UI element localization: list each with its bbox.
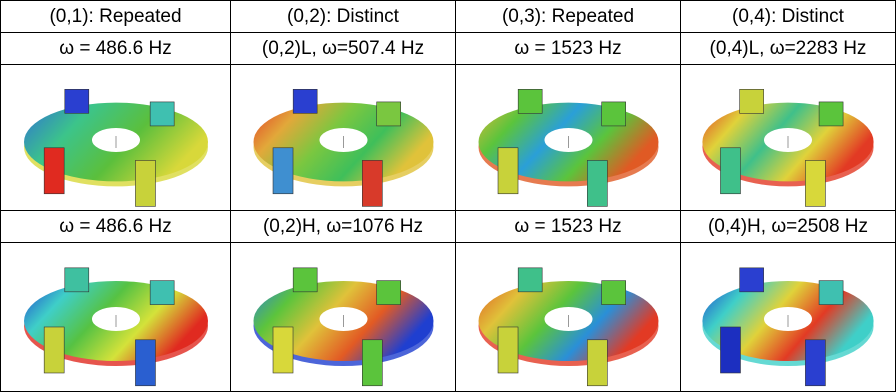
mode-shape-image <box>4 67 228 209</box>
mode-shape-table: (0,1): Repeatedω = 486.6 Hzω = 486.6 Hz(… <box>0 0 896 392</box>
mode-shape-cell <box>1 243 231 391</box>
frequency-cell: (0,4)H, ω=2508 Hz <box>681 211 895 243</box>
mode-shape-image <box>459 245 678 389</box>
blade <box>518 268 542 292</box>
blade <box>601 101 625 125</box>
blade <box>44 147 64 193</box>
header-cell: (0,2): Distinct <box>231 1 456 33</box>
blade <box>150 281 174 305</box>
mode-shape-image <box>684 67 892 209</box>
blade <box>587 340 607 386</box>
blade <box>293 89 317 113</box>
blade <box>293 268 317 292</box>
blade <box>64 268 88 292</box>
frequency-cell: (0,2)H, ω=1076 Hz <box>231 211 456 243</box>
frequency-cell: (0,4)L, ω=2283 Hz <box>681 33 895 65</box>
mode-shape-cell <box>1 65 231 211</box>
mode-shape-image <box>234 245 453 389</box>
blade <box>740 89 764 113</box>
header-cell: (0,4): Distinct <box>681 1 895 33</box>
header-cell: (0,1): Repeated <box>1 1 231 33</box>
blade <box>805 340 825 386</box>
frequency-cell: ω = 1523 Hz <box>456 33 681 65</box>
blade <box>518 89 542 113</box>
blade <box>498 327 518 373</box>
blade <box>273 147 293 193</box>
blade <box>720 147 740 193</box>
mode-shape-cell <box>681 243 895 391</box>
blade <box>135 340 155 386</box>
blade <box>362 340 382 386</box>
blade <box>720 327 740 373</box>
frequency-cell: ω = 486.6 Hz <box>1 33 231 65</box>
mode-shape-cell <box>231 65 456 211</box>
blade <box>376 281 400 305</box>
mode-shape-cell <box>681 65 895 211</box>
mode-shape-image <box>4 245 228 389</box>
blade <box>376 101 400 125</box>
header-cell: (0,3): Repeated <box>456 1 681 33</box>
blade <box>135 160 155 206</box>
blade <box>273 327 293 373</box>
blade <box>601 281 625 305</box>
frequency-cell: ω = 1523 Hz <box>456 211 681 243</box>
blade <box>805 160 825 206</box>
mode-shape-image <box>234 67 453 209</box>
blade <box>819 281 843 305</box>
mode-shape-cell <box>231 243 456 391</box>
blade <box>64 89 88 113</box>
mode-shape-cell <box>456 65 681 211</box>
blade <box>362 160 382 206</box>
blade <box>498 147 518 193</box>
mode-shape-image <box>459 67 678 209</box>
frequency-cell: (0,2)L, ω=507.4 Hz <box>231 33 456 65</box>
blade <box>587 160 607 206</box>
blade <box>819 101 843 125</box>
frequency-cell: ω = 486.6 Hz <box>1 211 231 243</box>
blade <box>740 268 764 292</box>
mode-shape-image <box>684 245 892 389</box>
blade <box>150 101 174 125</box>
blade <box>44 327 64 373</box>
mode-shape-cell <box>456 243 681 391</box>
